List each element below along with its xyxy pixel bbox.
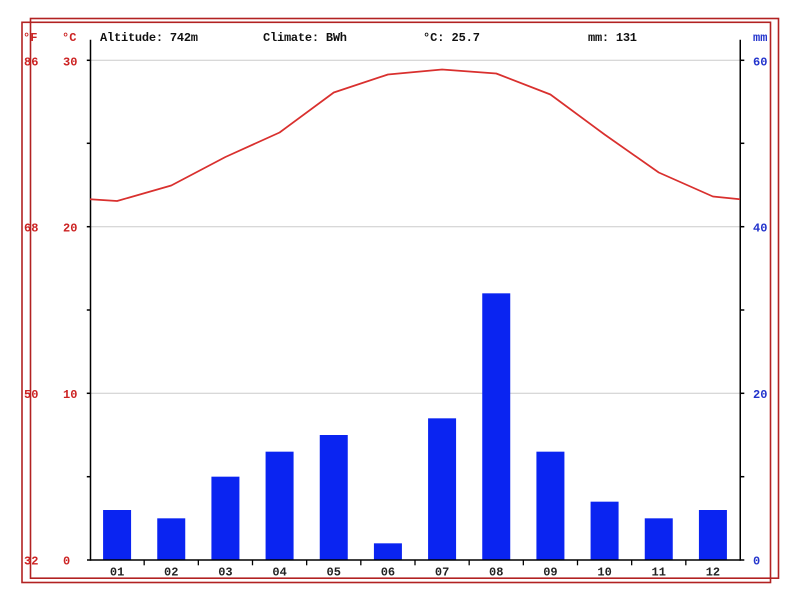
svg-text:08: 08 [489,566,503,580]
svg-text:02: 02 [164,566,178,580]
svg-text:20: 20 [63,221,77,235]
svg-text:12: 12 [706,566,720,580]
svg-text:Climate: BWh: Climate: BWh [263,31,347,45]
svg-text:03: 03 [218,566,232,580]
svg-text:07: 07 [435,566,449,580]
svg-text:40: 40 [753,221,767,235]
svg-text:20: 20 [753,388,767,402]
svg-text:50: 50 [24,388,38,402]
svg-text:09: 09 [543,566,557,580]
svg-text:30: 30 [63,56,77,70]
svg-text:68: 68 [24,221,38,235]
svg-text:°C: 25.7: °C: 25.7 [423,31,480,45]
svg-text:°C: °C [62,31,76,45]
svg-text:06: 06 [381,566,395,580]
svg-text:10: 10 [597,566,611,580]
svg-text:mm: 131: mm: 131 [588,31,637,45]
svg-text:32: 32 [24,554,38,568]
svg-text:60: 60 [753,56,767,70]
svg-text:mm: mm [753,31,767,45]
svg-text:0: 0 [63,554,70,568]
svg-text:10: 10 [63,388,77,402]
svg-text:Altitude: 742m: Altitude: 742m [100,31,198,45]
svg-text:11: 11 [652,566,666,580]
svg-text:01: 01 [110,566,124,580]
svg-text:0: 0 [753,554,760,568]
svg-text:86: 86 [24,56,38,70]
svg-text:05: 05 [327,566,341,580]
svg-text:04: 04 [272,566,286,580]
svg-text:°F: °F [23,31,37,45]
